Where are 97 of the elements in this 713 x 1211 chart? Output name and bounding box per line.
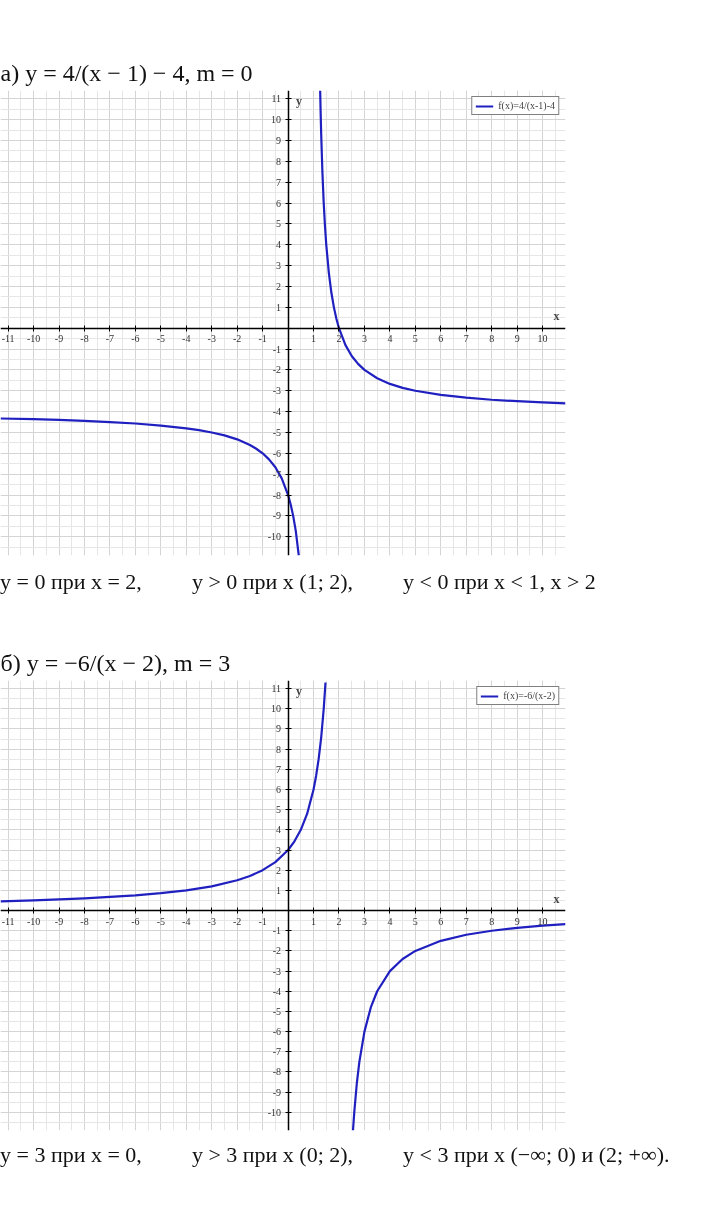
- x-tick-label: 6: [438, 915, 444, 927]
- x-tick-label: -3: [207, 333, 216, 345]
- x-tick-label: 10: [537, 333, 548, 345]
- y-tick-label: 11: [271, 683, 282, 695]
- text: y < 0 при x < 1, x > 2: [403, 568, 596, 596]
- x-tick-label: -10: [26, 333, 41, 345]
- y-tick-label: -8: [272, 1066, 282, 1078]
- x-tick-label: -9: [54, 333, 64, 345]
- y-tick-label: 5: [276, 218, 282, 230]
- y-tick-label: 10: [271, 114, 282, 126]
- y-tick-label: -8: [272, 489, 282, 501]
- y-tick-label: -1: [272, 343, 282, 355]
- text: y = 0 при x = 2,: [0, 568, 142, 596]
- x-tick-label: -4: [182, 915, 191, 927]
- y-tick-label: 6: [276, 783, 282, 795]
- y-tick-label: -2: [272, 364, 282, 376]
- y-tick-label: -6: [272, 1026, 282, 1038]
- y-tick-label: -9: [272, 510, 282, 522]
- x-axis-title: x: [553, 309, 560, 324]
- x-tick-label: -2: [233, 333, 242, 345]
- y-tick-label: 8: [276, 155, 282, 167]
- x-tick-label: -3: [207, 915, 216, 927]
- x-tick-label: 4: [387, 333, 393, 345]
- x-tick-label: -7: [105, 333, 115, 345]
- x-tick-label: -8: [80, 915, 89, 927]
- x-tick-label: 5: [412, 915, 418, 927]
- x-tick-label: -4: [182, 333, 191, 345]
- y-tick-label: 3: [276, 260, 282, 272]
- legend-label: f(x)=-6/(x-2): [503, 690, 555, 701]
- x-tick-label: -11: [1, 333, 15, 345]
- y-tick-label: 1: [276, 884, 282, 896]
- x-tick-label: 8: [489, 333, 495, 345]
- x-tick-label: 1: [311, 333, 317, 345]
- y-tick-label: 11: [271, 93, 282, 105]
- x-tick-label: -8: [80, 333, 89, 345]
- y-tick-label: 7: [276, 176, 282, 188]
- y-tick-label: -9: [272, 1086, 282, 1098]
- y-tick-label: 2: [276, 864, 282, 876]
- y-tick-label: 2: [276, 281, 282, 293]
- legend-label: f(x)=4/(x-1)-4: [498, 100, 555, 111]
- y-tick-label: 9: [276, 135, 282, 147]
- text: y > 0 при x (1; 2),: [191, 568, 354, 596]
- x-axis-title: x: [553, 891, 560, 906]
- text: y < 3 при x (−∞; 0) и (2; +∞).: [403, 1141, 670, 1169]
- y-tick-label: -3: [272, 965, 282, 977]
- y-tick-label: -7: [272, 1046, 282, 1058]
- x-tick-label: -5: [156, 333, 166, 345]
- chart-title: б) y = −6/(x − 2), m = 3: [0, 649, 231, 676]
- x-tick-label: 7: [463, 915, 469, 927]
- y-tick-label: -10: [267, 531, 282, 543]
- y-tick-label: 5: [276, 804, 282, 816]
- x-tick-label: 9: [514, 915, 520, 927]
- x-tick-label: -1: [258, 333, 267, 345]
- x-tick-label: 2: [336, 915, 342, 927]
- x-tick-label: -5: [156, 915, 166, 927]
- x-tick-label: 6: [438, 333, 444, 345]
- y-tick-label: -1: [272, 925, 282, 937]
- x-tick-label: -11: [1, 915, 15, 927]
- y-tick-label: 7: [276, 763, 282, 775]
- x-tick-label: 2: [336, 333, 342, 345]
- x-tick-label: -6: [131, 333, 140, 345]
- x-tick-label: -2: [233, 915, 242, 927]
- chart-title: а) y = 4/(x − 1) − 4, m = 0: [0, 59, 253, 86]
- text: y = 3 при x = 0,: [0, 1141, 142, 1169]
- y-tick-label: -4: [272, 406, 282, 418]
- y-tick-label: -10: [267, 1106, 282, 1118]
- y-tick-label: 4: [276, 239, 282, 251]
- y-tick-label: -3: [272, 385, 282, 397]
- y-tick-label: 6: [276, 197, 282, 209]
- y-tick-label: 9: [276, 723, 282, 735]
- y-tick-label: -5: [272, 426, 282, 438]
- x-tick-label: 3: [361, 915, 367, 927]
- x-tick-label: 8: [489, 915, 495, 927]
- y-axis-title: y: [296, 683, 303, 698]
- y-tick-label: 1: [276, 301, 282, 313]
- x-tick-label: -1: [258, 915, 267, 927]
- y-axis-title: y: [296, 93, 303, 108]
- x-tick-label: 7: [463, 333, 469, 345]
- y-tick-label: -5: [272, 1005, 282, 1017]
- y-tick-label: 3: [276, 844, 282, 856]
- x-tick-label: -6: [131, 915, 140, 927]
- x-tick-label: -7: [105, 915, 115, 927]
- x-tick-label: -9: [54, 915, 64, 927]
- y-tick-label: 4: [276, 824, 282, 836]
- x-tick-label: 5: [412, 333, 418, 345]
- y-tick-label: 10: [271, 703, 282, 715]
- y-tick-label: -6: [272, 447, 282, 459]
- y-tick-label: 8: [276, 743, 282, 755]
- x-tick-label: 1: [311, 915, 317, 927]
- x-tick-label: 3: [361, 333, 367, 345]
- y-tick-label: -4: [272, 985, 282, 997]
- y-tick-label: -2: [272, 945, 282, 957]
- text: y > 3 при x (0; 2),: [191, 1141, 354, 1169]
- x-tick-label: 9: [514, 333, 520, 345]
- x-tick-label: 10: [537, 915, 548, 927]
- x-tick-label: -10: [26, 915, 41, 927]
- x-tick-label: 4: [387, 915, 393, 927]
